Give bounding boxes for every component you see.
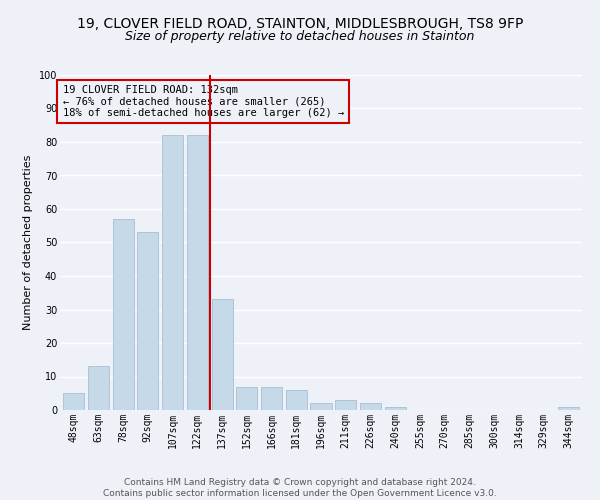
Bar (212, 300, 233, 410)
Bar (360, 404, 381, 410)
Bar (558, 406, 579, 410)
Bar (63, 393, 84, 410)
Bar (113, 219, 134, 410)
Bar (162, 136, 183, 410)
Text: Size of property relative to detached houses in Stainton: Size of property relative to detached ho… (125, 30, 475, 43)
Text: 19, CLOVER FIELD ROAD, STAINTON, MIDDLESBROUGH, TS8 9FP: 19, CLOVER FIELD ROAD, STAINTON, MIDDLES… (77, 18, 523, 32)
Bar (236, 386, 257, 410)
Bar (261, 386, 282, 410)
Bar (335, 400, 356, 410)
Text: Contains HM Land Registry data © Crown copyright and database right 2024.
Contai: Contains HM Land Registry data © Crown c… (103, 478, 497, 498)
Bar (385, 406, 406, 410)
Bar (187, 136, 208, 410)
Bar (310, 404, 332, 410)
Bar (88, 366, 109, 410)
Bar (286, 390, 307, 410)
Text: 19 CLOVER FIELD ROAD: 132sqm
← 76% of detached houses are smaller (265)
18% of s: 19 CLOVER FIELD ROAD: 132sqm ← 76% of de… (62, 85, 344, 118)
Y-axis label: Number of detached properties: Number of detached properties (23, 155, 33, 330)
Bar (137, 232, 158, 410)
